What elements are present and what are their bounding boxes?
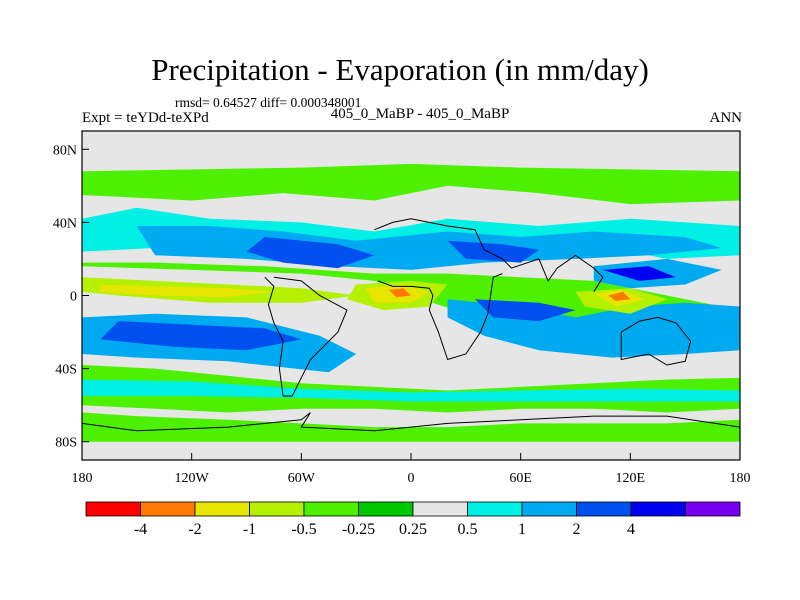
coastline-2 <box>264 276 348 397</box>
y-tick-label-2: 0 <box>70 290 77 305</box>
contour-region-4 <box>447 240 539 263</box>
x-tick-label-2: 60W <box>288 471 316 486</box>
colorbar-swatch-7 <box>467 501 523 517</box>
contour-region-21 <box>82 379 740 402</box>
colorbar-swatch-8 <box>521 501 577 517</box>
coastline-4 <box>82 412 740 432</box>
x-tick-label-0: 180 <box>72 471 93 486</box>
x-axis: 180 120W 60W 0 60E 120E 180 <box>72 453 751 486</box>
colorbar-label-3: -0.5 <box>291 521 316 538</box>
colorbar-swatch-11 <box>685 501 741 517</box>
colorbar-label-6: 0.5 <box>458 521 478 538</box>
contour-region-3 <box>246 237 375 269</box>
colorbar-swatch-2 <box>194 501 250 517</box>
experiment-label: Expt = teYDd-teXPd <box>82 110 209 126</box>
colorbar-label-4: -0.25 <box>342 521 375 538</box>
colorbar: -4 -2 -1 -0.5 -0.25 0.25 0.5 1 2 4 <box>85 501 741 538</box>
coastlines <box>82 218 740 432</box>
contour-region-16 <box>389 288 411 298</box>
colorbar-swatch-5 <box>358 501 414 517</box>
stats-text: rmsd= 0.64527 diff= 0.000348001 <box>175 95 362 110</box>
contour-region-9 <box>100 284 274 298</box>
colorbar-label-7: 1 <box>518 521 526 538</box>
contour-regions <box>82 163 740 442</box>
colorbar-swatch-6 <box>412 501 468 517</box>
colorbar-label-5: 0.25 <box>399 521 427 538</box>
colorbar-label-9: 4 <box>627 521 635 538</box>
x-tick-label-6: 180 <box>730 471 751 486</box>
colorbar-label-8: 2 <box>573 521 581 538</box>
colorbar-label-1: -2 <box>188 521 201 538</box>
plot-title: Precipitation - Evaporation (in mm/day) <box>151 52 649 87</box>
coastline-3 <box>620 316 692 366</box>
subtitle: 405_0_MaBP - 405_0_MaBP <box>330 106 510 122</box>
x-tick-label-3: 0 <box>408 471 415 486</box>
coastline-0 <box>374 218 604 293</box>
y-axis: 80N 40N 0 40S 80S <box>53 143 89 451</box>
y-tick-label-4: 80S <box>55 436 77 451</box>
contour-region-0 <box>82 163 740 205</box>
season-label: ANN <box>709 110 743 126</box>
colorbar-swatch-0 <box>85 501 141 517</box>
colorbar-swatch-3 <box>249 501 305 517</box>
y-tick-label-3: 40S <box>55 363 77 378</box>
y-tick-label-1: 40N <box>53 216 77 231</box>
coastline-1 <box>377 273 503 361</box>
contour-region-19 <box>608 291 631 301</box>
colorbar-swatch-4 <box>303 501 359 517</box>
x-tick-label-5: 120E <box>616 471 646 486</box>
contour-region-13 <box>602 266 676 281</box>
colorbar-swatch-9 <box>576 501 632 517</box>
contour-region-6 <box>100 321 302 351</box>
contour-region-11 <box>475 299 576 322</box>
colorbar-label-0: -4 <box>134 521 147 538</box>
y-tick-label-0: 80N <box>53 143 77 158</box>
colorbar-swatch-10 <box>630 501 686 517</box>
colorbar-swatch-1 <box>140 501 196 517</box>
x-tick-label-1: 120W <box>175 471 210 486</box>
colorbar-label-2: -1 <box>243 521 256 538</box>
x-tick-label-4: 60E <box>509 471 532 486</box>
